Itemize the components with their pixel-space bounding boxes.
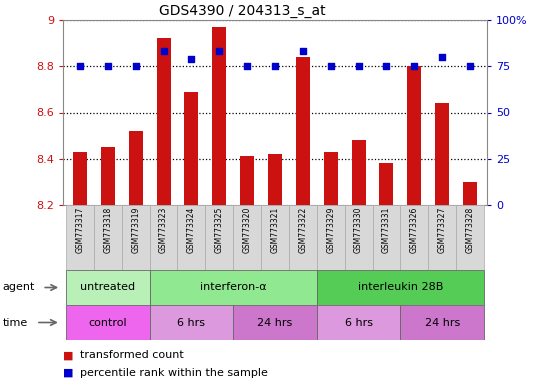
Bar: [379, 163, 393, 205]
Bar: [400, 205, 428, 270]
Text: agent: agent: [3, 283, 35, 293]
Text: GSM773331: GSM773331: [382, 207, 391, 253]
Bar: [129, 131, 142, 205]
Point: [271, 63, 279, 70]
Text: GSM773320: GSM773320: [243, 207, 252, 253]
Text: ■: ■: [63, 368, 74, 378]
Bar: [240, 156, 254, 205]
Bar: [73, 152, 87, 205]
Point: [159, 48, 168, 55]
Text: GSM773322: GSM773322: [298, 207, 307, 253]
Bar: [184, 92, 199, 205]
Text: GSM773323: GSM773323: [159, 207, 168, 253]
Bar: [456, 205, 484, 270]
Bar: [178, 205, 205, 270]
Point: [103, 63, 112, 70]
Bar: [351, 140, 366, 205]
Text: GSM773326: GSM773326: [410, 207, 419, 253]
Bar: [463, 182, 477, 205]
Bar: [212, 27, 226, 205]
Bar: [205, 205, 233, 270]
Bar: [372, 205, 400, 270]
Text: 24 hrs: 24 hrs: [425, 318, 460, 328]
Bar: [268, 154, 282, 205]
Point: [466, 63, 475, 70]
Bar: [66, 305, 150, 340]
Bar: [435, 103, 449, 205]
Text: time: time: [3, 318, 28, 328]
Bar: [233, 205, 261, 270]
Point: [215, 48, 224, 55]
Text: GSM773318: GSM773318: [103, 207, 112, 253]
Text: GSM773317: GSM773317: [75, 207, 85, 253]
Bar: [317, 205, 345, 270]
Bar: [233, 305, 317, 340]
Bar: [150, 270, 317, 305]
Text: interleukin 28B: interleukin 28B: [358, 283, 443, 293]
Bar: [400, 305, 484, 340]
Bar: [317, 270, 484, 305]
Bar: [296, 57, 310, 205]
Bar: [157, 38, 170, 205]
Point: [410, 63, 419, 70]
Point: [243, 63, 251, 70]
Bar: [150, 305, 233, 340]
Bar: [289, 205, 317, 270]
Point: [187, 56, 196, 62]
Bar: [150, 205, 178, 270]
Bar: [101, 147, 115, 205]
Point: [299, 48, 307, 55]
Text: GSM773327: GSM773327: [438, 207, 447, 253]
Text: 24 hrs: 24 hrs: [257, 318, 293, 328]
Point: [382, 63, 391, 70]
Bar: [345, 205, 372, 270]
Text: GSM773325: GSM773325: [215, 207, 224, 253]
Text: GDS4390 / 204313_s_at: GDS4390 / 204313_s_at: [159, 4, 325, 18]
Text: transformed count: transformed count: [80, 350, 184, 361]
Point: [131, 63, 140, 70]
Point: [438, 54, 447, 60]
Text: GSM773319: GSM773319: [131, 207, 140, 253]
Bar: [261, 205, 289, 270]
Text: ■: ■: [63, 350, 74, 361]
Point: [75, 63, 84, 70]
Bar: [122, 205, 150, 270]
Bar: [408, 66, 421, 205]
Bar: [428, 205, 456, 270]
Bar: [317, 305, 400, 340]
Text: percentile rank within the sample: percentile rank within the sample: [80, 368, 268, 378]
Bar: [94, 205, 122, 270]
Text: 6 hrs: 6 hrs: [178, 318, 205, 328]
Bar: [66, 270, 150, 305]
Text: untreated: untreated: [80, 283, 135, 293]
Point: [354, 63, 363, 70]
Text: GSM773328: GSM773328: [465, 207, 475, 253]
Point: [326, 63, 335, 70]
Text: GSM773329: GSM773329: [326, 207, 335, 253]
Text: interferon-α: interferon-α: [200, 283, 267, 293]
Text: control: control: [89, 318, 127, 328]
Bar: [66, 205, 94, 270]
Text: GSM773324: GSM773324: [187, 207, 196, 253]
Text: GSM773330: GSM773330: [354, 207, 363, 253]
Text: GSM773321: GSM773321: [271, 207, 279, 253]
Text: 6 hrs: 6 hrs: [345, 318, 372, 328]
Bar: [324, 152, 338, 205]
